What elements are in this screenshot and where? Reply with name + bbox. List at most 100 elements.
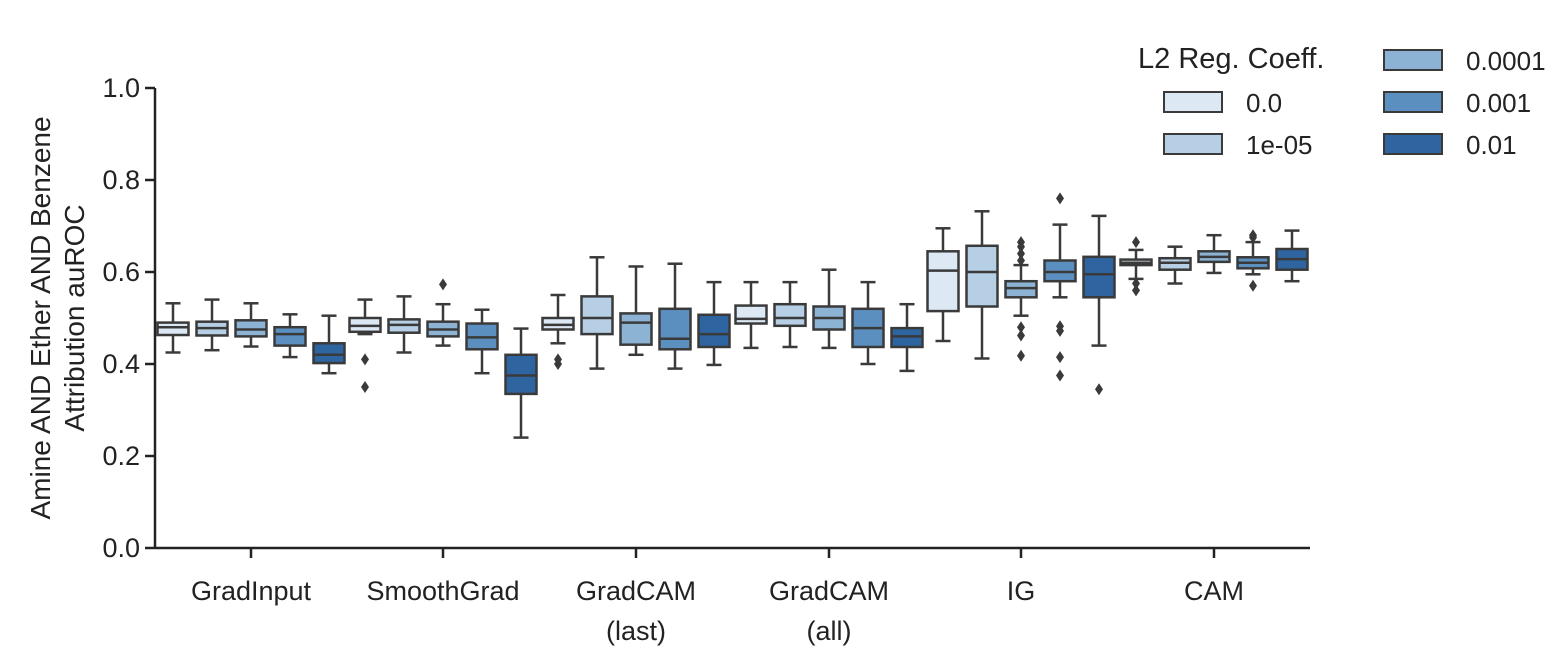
box-3-4 [890,302,924,373]
box-2-1 [580,256,614,370]
box-1-4 [504,327,538,439]
box-2-4 [697,280,731,367]
flier-point [1095,383,1103,396]
box-1-2 [426,278,460,347]
y-tick-label: 0.0 [102,533,140,563]
box-4-2 [1004,236,1038,362]
x-tick-label: SmoothGrad [366,576,519,606]
box-0-1 [195,298,229,352]
box-body [734,304,768,325]
legend-swatch [1383,49,1443,71]
legend-swatch [1163,91,1223,113]
box-3-0 [734,280,768,350]
legend-item: 1e-05 [1163,130,1313,160]
x-tick-label: GradInput [191,576,312,606]
y-axis-title-line2: Attribution auROC [59,204,90,431]
box-3-2 [812,268,846,350]
x-tick-label-line2: (last) [606,616,666,646]
flier-point [554,358,562,370]
box-4-3 [1043,192,1077,382]
axes-layer [153,88,1310,550]
x-ticks: GradInput SmoothGrad GradCAM (last) GradCAM (… [191,548,1244,646]
box-2-0 [541,293,575,370]
box-2-3 [658,262,692,370]
legend-swatch [1383,91,1443,113]
y-tick-label: 0.2 [102,441,140,471]
flier-point [439,278,447,291]
box-2-2 [619,265,653,357]
y-ticks: 0.0 0.2 0.4 0.6 0.8 1.0 [102,73,155,563]
box-5-2 [1197,233,1231,275]
x-tick-label: GradCAM [769,576,889,606]
box-5-0 [1119,236,1153,297]
legend-label: 0.001 [1466,88,1531,118]
box-body [697,313,731,349]
box-body [926,250,960,313]
legend-label: 0.01 [1466,130,1517,160]
box-3-1 [773,280,807,349]
y-tick-label: 0.4 [102,349,140,379]
box-1-1 [387,295,421,354]
box-0-4 [312,314,346,375]
box-body [658,307,692,351]
flier-point [1056,192,1064,205]
legend: L2 Reg. Coeff. 0.0 1e-05 0.0001 0.001 0.01 [1138,43,1546,160]
box-5-3 [1236,229,1270,292]
flier-point [1017,329,1025,342]
flier-point [1056,351,1064,364]
x-tick-label: GradCAM [576,576,696,606]
box-body [156,321,190,337]
flier-point [1017,254,1025,267]
flier-point [1017,321,1025,334]
flier-point [1017,349,1025,362]
y-tick-label: 0.6 [102,257,140,287]
flier-point [1017,240,1025,253]
box-body [965,244,999,308]
flier-point [1249,231,1257,244]
legend-swatch [1163,133,1223,155]
boxes-layer [156,192,1309,439]
flier-point [1017,247,1025,260]
box-4-1 [965,210,999,360]
flier-point [1249,279,1257,292]
legend-label: 0.0 [1246,88,1282,118]
legend-title: L2 Reg. Coeff. [1138,43,1324,75]
flier-point [361,381,369,393]
box-body [312,342,346,365]
flier-point [1056,369,1064,382]
legend-label: 0.0001 [1466,46,1546,76]
flier-point [1056,324,1064,337]
flier-point [1132,284,1140,297]
box-5-4 [1275,229,1309,283]
legend-swatch [1383,133,1443,155]
box-3-3 [851,280,885,366]
x-tick-label: IG [1007,576,1036,606]
box-body [580,295,614,336]
flier-point [361,353,369,366]
legend-label: 1e-05 [1246,130,1313,160]
box-4-4 [1082,214,1116,396]
box-body [273,325,307,347]
legend-item: 0.0001 [1383,46,1546,76]
y-axis-title-line1: Amine AND Ether AND Benzene [25,116,56,519]
x-tick-label-line2: (all) [807,616,852,646]
flier-point [1132,236,1140,249]
box-body [1082,255,1116,299]
x-tick-label: CAM [1184,576,1244,606]
flier-point [1132,277,1140,290]
y-tick-label: 1.0 [102,73,140,103]
y-axis-title: Amine AND Ether AND Benzene Attribution … [25,116,90,519]
legend-item: 0.01 [1383,130,1517,160]
box-0-0 [156,302,190,354]
box-0-2 [234,302,268,348]
box-0-3 [273,313,307,359]
box-body [619,312,653,346]
box-body [773,302,807,328]
box-1-3 [465,308,499,375]
box-1-0 [348,298,382,393]
legend-item: 0.0 [1163,88,1282,118]
legend-item: 0.001 [1383,88,1531,118]
y-tick-label: 0.8 [102,165,140,195]
box-4-0 [926,227,960,343]
